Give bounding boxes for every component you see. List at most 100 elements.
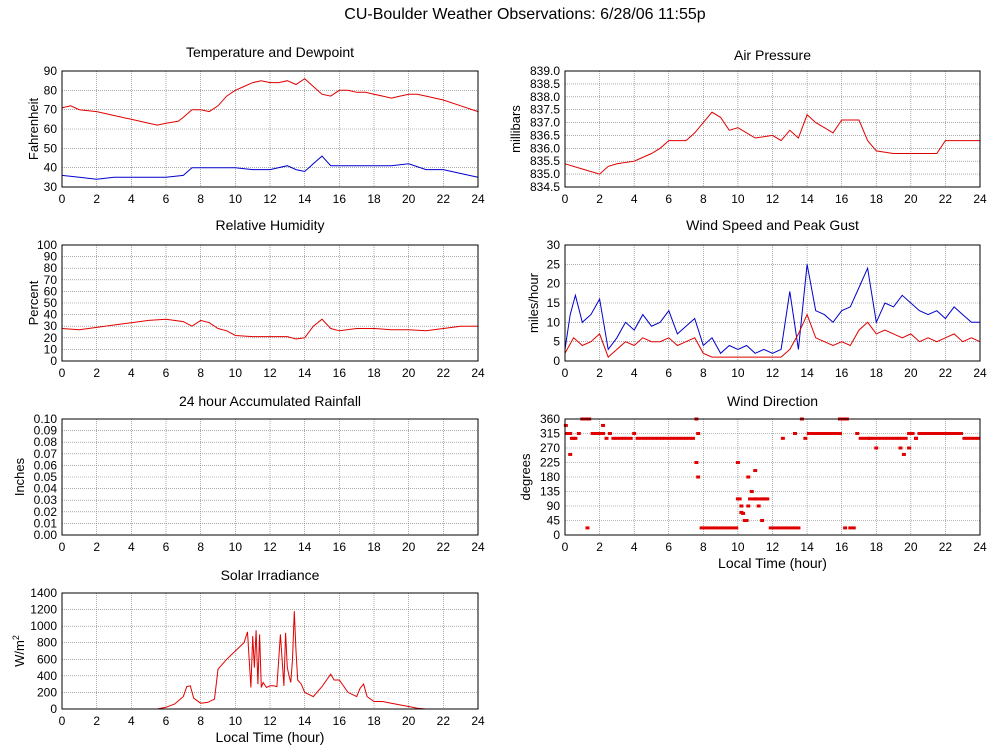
- wind-direction-point: [867, 436, 872, 440]
- wind-direction-point: [893, 436, 898, 440]
- series-line-1: [61, 155, 479, 180]
- y-tick-label: 15: [547, 296, 561, 310]
- wind-direction-point: [824, 432, 829, 435]
- wind-direction-point: [730, 526, 735, 530]
- wind-direction-point: [810, 432, 815, 435]
- x-tick-label: 10: [229, 192, 243, 206]
- wind-direction-point: [879, 436, 884, 440]
- wind-direction-point: [754, 497, 759, 501]
- wind-direction-point: [907, 432, 912, 435]
- wind-direction-point: [952, 432, 957, 435]
- x-tick-label: 16: [333, 192, 347, 206]
- wind-direction-point: [820, 432, 825, 435]
- y-tick-label: 90: [44, 64, 58, 78]
- wind-direction-point: [687, 436, 692, 440]
- wind-direction-point: [737, 497, 742, 501]
- series-line-1: [564, 313, 981, 358]
- y-tick-label: 800: [37, 636, 57, 650]
- wind-direction-point: [690, 436, 695, 440]
- series-line-0: [61, 78, 479, 126]
- chart-title: Air Pressure: [734, 47, 811, 63]
- y-tick-label: 180: [540, 470, 560, 484]
- x-tick-label: 20: [904, 540, 918, 554]
- x-tick-label: 2: [93, 540, 100, 554]
- wind-direction-point: [772, 526, 777, 530]
- wind-direction-point: [677, 436, 682, 440]
- y-tick-label: 25: [547, 257, 561, 271]
- x-tick-label: 14: [800, 192, 814, 206]
- x-tick-label: 20: [904, 366, 918, 380]
- x-tick-label: 8: [700, 540, 707, 554]
- y-tick-label: 40: [44, 161, 58, 175]
- wind-direction-point: [848, 526, 853, 530]
- plot-frame: [61, 244, 479, 362]
- wind-direction-point: [931, 432, 936, 435]
- x-tick-label: 2: [596, 540, 603, 554]
- y-tick-label: 0.02: [34, 505, 58, 519]
- series-line-0: [564, 111, 980, 175]
- y-tick-label: 60: [44, 284, 58, 298]
- wind-direction-point: [858, 436, 863, 440]
- wind-direction-point: [646, 436, 650, 440]
- x-tick-label: 14: [298, 192, 312, 206]
- chart-title: Wind Direction: [727, 393, 818, 409]
- y-tick-label: 1200: [30, 603, 57, 617]
- y-tick-label: 1400: [30, 586, 57, 600]
- series-line-0: [62, 611, 478, 710]
- plot-frame: [61, 418, 479, 536]
- y-axis-label: W/m2: [11, 635, 27, 667]
- wind-direction-point: [713, 526, 718, 530]
- x-tick-label: 0: [562, 540, 569, 554]
- wind-direction-point: [827, 432, 832, 435]
- y-tick-label: 0.06: [34, 458, 58, 472]
- x-tick-label: 10: [229, 540, 243, 554]
- x-tick-label: 22: [939, 540, 953, 554]
- wind-direction-point: [594, 432, 599, 435]
- x-tick-label: 10: [229, 714, 243, 728]
- x-tick-label: 0: [59, 540, 66, 554]
- chart-title: Relative Humidity: [216, 217, 325, 233]
- y-tick-label: 0.10: [34, 412, 58, 426]
- x-tick-label: 0: [562, 366, 569, 380]
- wind-direction-point: [955, 432, 960, 435]
- wind-direction-point: [723, 526, 728, 530]
- y-tick-label: 30: [44, 319, 58, 333]
- wind-direction-point: [914, 436, 919, 440]
- wind-direction-point: [735, 461, 740, 464]
- x-tick-label: 10: [731, 366, 745, 380]
- wind-direction-point: [601, 432, 606, 435]
- wind-direction-point: [924, 432, 929, 435]
- wind-direction-point: [734, 526, 739, 530]
- y-tick-label: 80: [44, 83, 58, 97]
- y-tick-label: 838.5: [530, 77, 560, 91]
- x-tick-label: 2: [596, 366, 603, 380]
- y-tick-label: 836.5: [530, 128, 560, 142]
- y-tick-label: 10: [547, 315, 561, 329]
- y-axis-label-superscript: 2: [11, 635, 21, 640]
- wind-direction-point: [803, 436, 808, 440]
- wind-direction-point: [831, 432, 836, 435]
- wind-direction-point: [673, 436, 678, 440]
- y-tick-label: 0: [50, 702, 57, 716]
- x-tick-label: 22: [437, 714, 451, 728]
- wind-direction-point: [882, 436, 887, 440]
- wind-direction-point: [568, 432, 573, 435]
- x-tick-label: 14: [298, 714, 312, 728]
- x-tick-label: 16: [835, 540, 849, 554]
- x-tick-label: 18: [870, 192, 884, 206]
- wind-direction-point: [972, 436, 977, 440]
- x-tick-label: 18: [367, 366, 381, 380]
- wind-direction-point: [649, 436, 654, 440]
- x-axis-label: Local Time (hour): [216, 729, 325, 745]
- x-tick-label: 16: [333, 540, 347, 554]
- wind-direction-point: [696, 432, 701, 435]
- wind-direction-point: [903, 436, 908, 440]
- x-tick-label: 6: [163, 714, 170, 728]
- wind-direction-point: [796, 526, 801, 530]
- x-tick-label: 20: [402, 192, 416, 206]
- wind-direction-point: [670, 436, 675, 440]
- wind-direction-point: [642, 436, 647, 440]
- y-tick-label: 0.01: [34, 516, 58, 530]
